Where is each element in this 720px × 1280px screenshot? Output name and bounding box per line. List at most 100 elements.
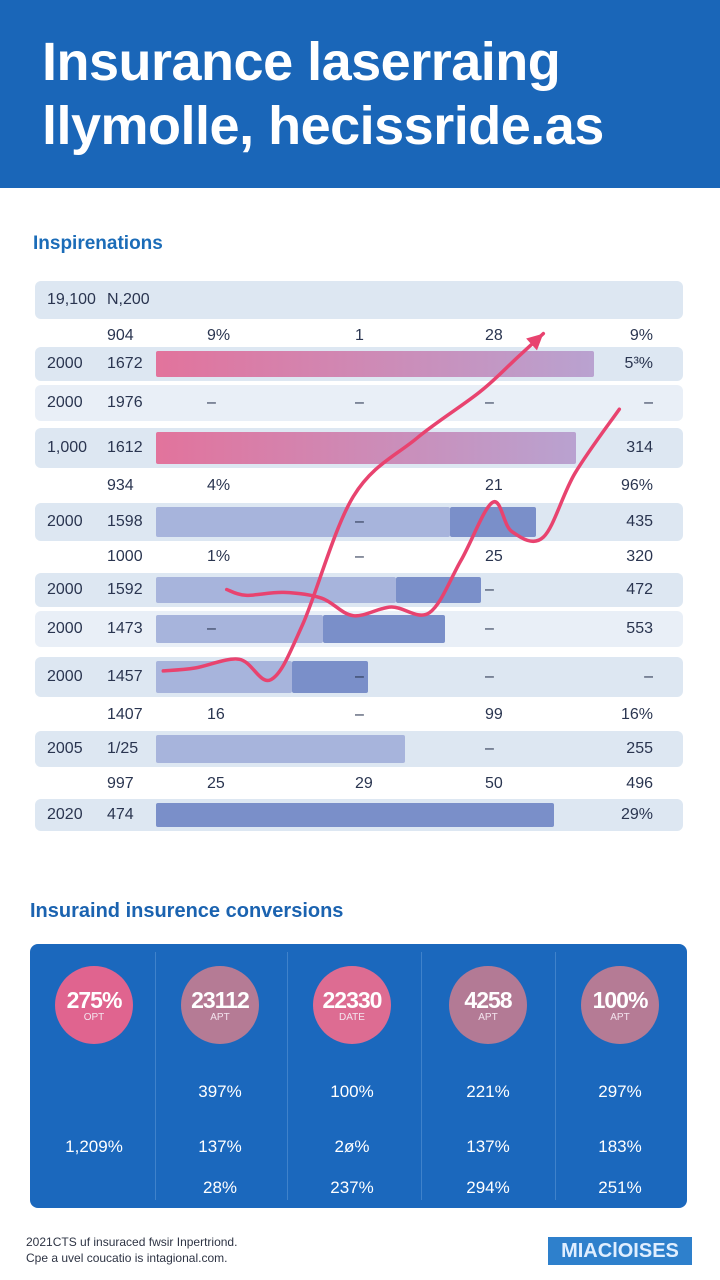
footer-line-1: 2021CTS uf insuraced fwsir Inpertriond. xyxy=(26,1235,238,1249)
stat-value: 100% xyxy=(592,987,649,1013)
table-cell: – xyxy=(485,394,494,411)
table-cell: 934 xyxy=(107,477,134,494)
table-cell: – xyxy=(485,581,494,598)
table-cell: 28 xyxy=(485,327,503,344)
table-cell: 1612 xyxy=(107,439,143,456)
table-cell: 2000 xyxy=(47,620,83,637)
table-row: 2000 1976 – – – – xyxy=(35,385,683,421)
table-cell: 1000 xyxy=(107,548,143,565)
table-cell: 2020 xyxy=(47,806,83,823)
table-cell: – xyxy=(207,620,216,637)
table-cell: 21 xyxy=(485,477,503,494)
table-cell: – xyxy=(644,668,653,685)
table-cell: 904 xyxy=(107,327,134,344)
table-cell: – xyxy=(485,740,494,757)
table-row: 2000 1473 – – 553 xyxy=(35,611,683,647)
table-row: 2000 1598 – 435 xyxy=(35,503,683,541)
conversion-value: 100% xyxy=(330,1082,374,1101)
table-cell: 2000 xyxy=(47,668,83,685)
table-cell: 474 xyxy=(107,806,134,823)
table-cell: – xyxy=(355,706,364,723)
stat-circle: 22330 DATE xyxy=(313,966,391,1044)
conversion-value: 28% xyxy=(202,1178,238,1197)
table-cell: 4% xyxy=(207,477,231,494)
table-cell: 1/25 xyxy=(107,740,139,757)
stat-label: APT xyxy=(210,1012,230,1023)
column-divider xyxy=(555,952,556,1200)
table-row: 19,100 N,200 xyxy=(35,281,683,319)
bar-segment xyxy=(156,615,324,643)
bar-segment xyxy=(156,735,405,763)
table-cell: 1% xyxy=(207,548,231,565)
column-divider xyxy=(421,952,422,1200)
table-cell: 2000 xyxy=(47,355,83,372)
table-cell: 496 xyxy=(626,775,653,792)
conversion-value: 221% xyxy=(466,1082,510,1101)
table-cell: 16 xyxy=(207,706,225,723)
header-banner: Insurance laserraing llymolle, hecissrid… xyxy=(0,0,720,188)
stat-circle: 275% OPT xyxy=(55,966,133,1044)
conversion-value: 297% xyxy=(598,1082,642,1101)
page-title: Insurance laserraing llymolle, hecissrid… xyxy=(42,30,604,158)
table-cell: 25 xyxy=(207,775,225,792)
table-cell: 472 xyxy=(626,581,653,598)
table-cell: 314 xyxy=(626,439,653,456)
table-cell: – xyxy=(207,394,216,411)
conversion-value: 251% xyxy=(598,1178,642,1197)
table-cell: 96% xyxy=(620,477,653,494)
table-row: 2000 1672 5³% xyxy=(35,347,683,381)
conversion-value: 137% xyxy=(466,1137,510,1156)
table-cell: – xyxy=(355,668,364,685)
table-row: 2000 1457 – – – xyxy=(35,657,683,697)
table-row: 1000 1% – 25 320 xyxy=(35,541,683,573)
table-cell: 1473 xyxy=(107,620,143,637)
conversion-value: 294% xyxy=(466,1178,510,1197)
table-cell: 9% xyxy=(629,327,653,344)
bar-segment xyxy=(156,803,554,827)
table-cell: 320 xyxy=(626,548,653,565)
data-table: 19,100 N,200 904 9% 1 28 9% 2000 1672 5³% 2000 1976… xyxy=(35,281,683,831)
table-cell: 29 xyxy=(355,775,373,792)
table-cell: 1407 xyxy=(107,706,143,723)
table-cell: – xyxy=(485,668,494,685)
table-row: 2000 1592 – 472 xyxy=(35,573,683,607)
table-cell: 1672 xyxy=(107,355,143,372)
table-cell: 1457 xyxy=(107,668,143,685)
footer-note: 2021CTS uf insuraced fwsir Inpertriond. … xyxy=(26,1234,237,1266)
stat-value: 22330 xyxy=(322,987,383,1013)
table-row: 997 25 29 50 496 xyxy=(35,767,683,801)
conversion-value: 237% xyxy=(330,1178,374,1197)
stat-value: 275% xyxy=(66,987,123,1013)
title-line-2: llymolle, hecissride.as xyxy=(42,96,604,156)
table-cell: 9% xyxy=(207,327,231,344)
table-row: 934 4% 21 96% xyxy=(35,468,683,504)
table-cell: 1 xyxy=(355,327,364,344)
table-cell: 2005 xyxy=(47,740,83,757)
table-row: 1,000 1612 314 xyxy=(35,428,683,468)
title-line-1: Insurance laserraing xyxy=(42,32,561,92)
stat-circle: 4258 APT xyxy=(449,966,527,1044)
bar-segment xyxy=(156,661,292,693)
stat-value: 23112 xyxy=(191,987,250,1013)
table-section-title: Inspirenations xyxy=(33,233,163,254)
table-cell: 2000 xyxy=(47,394,83,411)
table-cell: – xyxy=(355,513,364,530)
table-cell: 50 xyxy=(485,775,503,792)
footer-line-2: Cpe a uvel coucatio is intagional.com. xyxy=(26,1251,228,1265)
bar-segment xyxy=(156,577,396,603)
stat-label: APT xyxy=(610,1012,630,1023)
table-cell: 2000 xyxy=(47,581,83,598)
stat-circle: 23112 APT xyxy=(181,966,259,1044)
stat-label: APT xyxy=(478,1012,498,1023)
conversions-section-title: Insuraind insurence conversions xyxy=(30,900,344,922)
table-cell: 435 xyxy=(626,513,653,530)
table-cell: 99 xyxy=(485,706,503,723)
table-cell: 1,000 xyxy=(47,439,88,456)
column-divider xyxy=(155,952,156,1200)
table-cell: 1976 xyxy=(107,394,143,411)
conversion-value: 1,209% xyxy=(65,1137,123,1156)
table-cell: 1592 xyxy=(107,581,143,598)
table-cell: – xyxy=(355,548,364,565)
conversion-value: 2ø% xyxy=(334,1137,370,1156)
conversion-value: 397% xyxy=(198,1082,242,1101)
